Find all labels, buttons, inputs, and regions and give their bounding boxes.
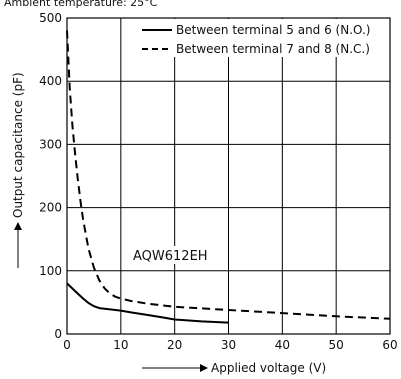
y-axis-label-group: Output capacitance (pF) xyxy=(11,72,25,268)
x-axis-label-group: Applied voltage (V) xyxy=(142,361,326,375)
y-tick-label: 300 xyxy=(39,137,62,151)
x-tick-label: 40 xyxy=(275,338,290,352)
y-axis-arrowhead xyxy=(14,222,22,230)
series-line-no xyxy=(66,282,229,324)
plot-frame xyxy=(66,17,391,335)
y-axis-label: Output capacitance (pF) xyxy=(11,72,25,218)
x-tick-label: 0 xyxy=(63,338,71,352)
x-tick-label: 50 xyxy=(329,338,344,352)
series-lines xyxy=(66,30,391,324)
x-tick-label: 60 xyxy=(382,338,397,352)
y-tick-label: 100 xyxy=(39,264,62,278)
x-tick-label: 20 xyxy=(167,338,182,352)
x-tick-labels: 0 10 20 30 40 50 60 xyxy=(63,338,397,352)
y-tick-label: 200 xyxy=(39,201,62,215)
y-tick-label: 400 xyxy=(39,74,62,88)
device-annotation: AQW612EH xyxy=(133,249,208,264)
chart-title: Ambient temperature: 25°C xyxy=(4,0,158,9)
legend-label-no: Between terminal 5 and 6 (N.O.) xyxy=(176,23,370,37)
x-axis-label: Applied voltage (V) xyxy=(211,361,326,375)
x-tick-label: 30 xyxy=(221,338,236,352)
y-tick-label: 500 xyxy=(39,11,62,25)
series-line-nc xyxy=(66,30,391,320)
y-tick-label: 0 xyxy=(54,327,62,341)
y-tick-labels: 0 100 200 300 400 500 xyxy=(39,11,62,341)
grid-lines xyxy=(66,17,391,335)
x-axis-arrowhead xyxy=(200,364,208,372)
legend-box xyxy=(138,19,388,57)
x-tick-label: 10 xyxy=(113,338,128,352)
legend: Between terminal 5 and 6 (N.O.) Between … xyxy=(138,19,388,57)
legend-label-nc: Between terminal 7 and 8 (N.C.) xyxy=(176,42,370,56)
annotation-background xyxy=(130,246,206,264)
